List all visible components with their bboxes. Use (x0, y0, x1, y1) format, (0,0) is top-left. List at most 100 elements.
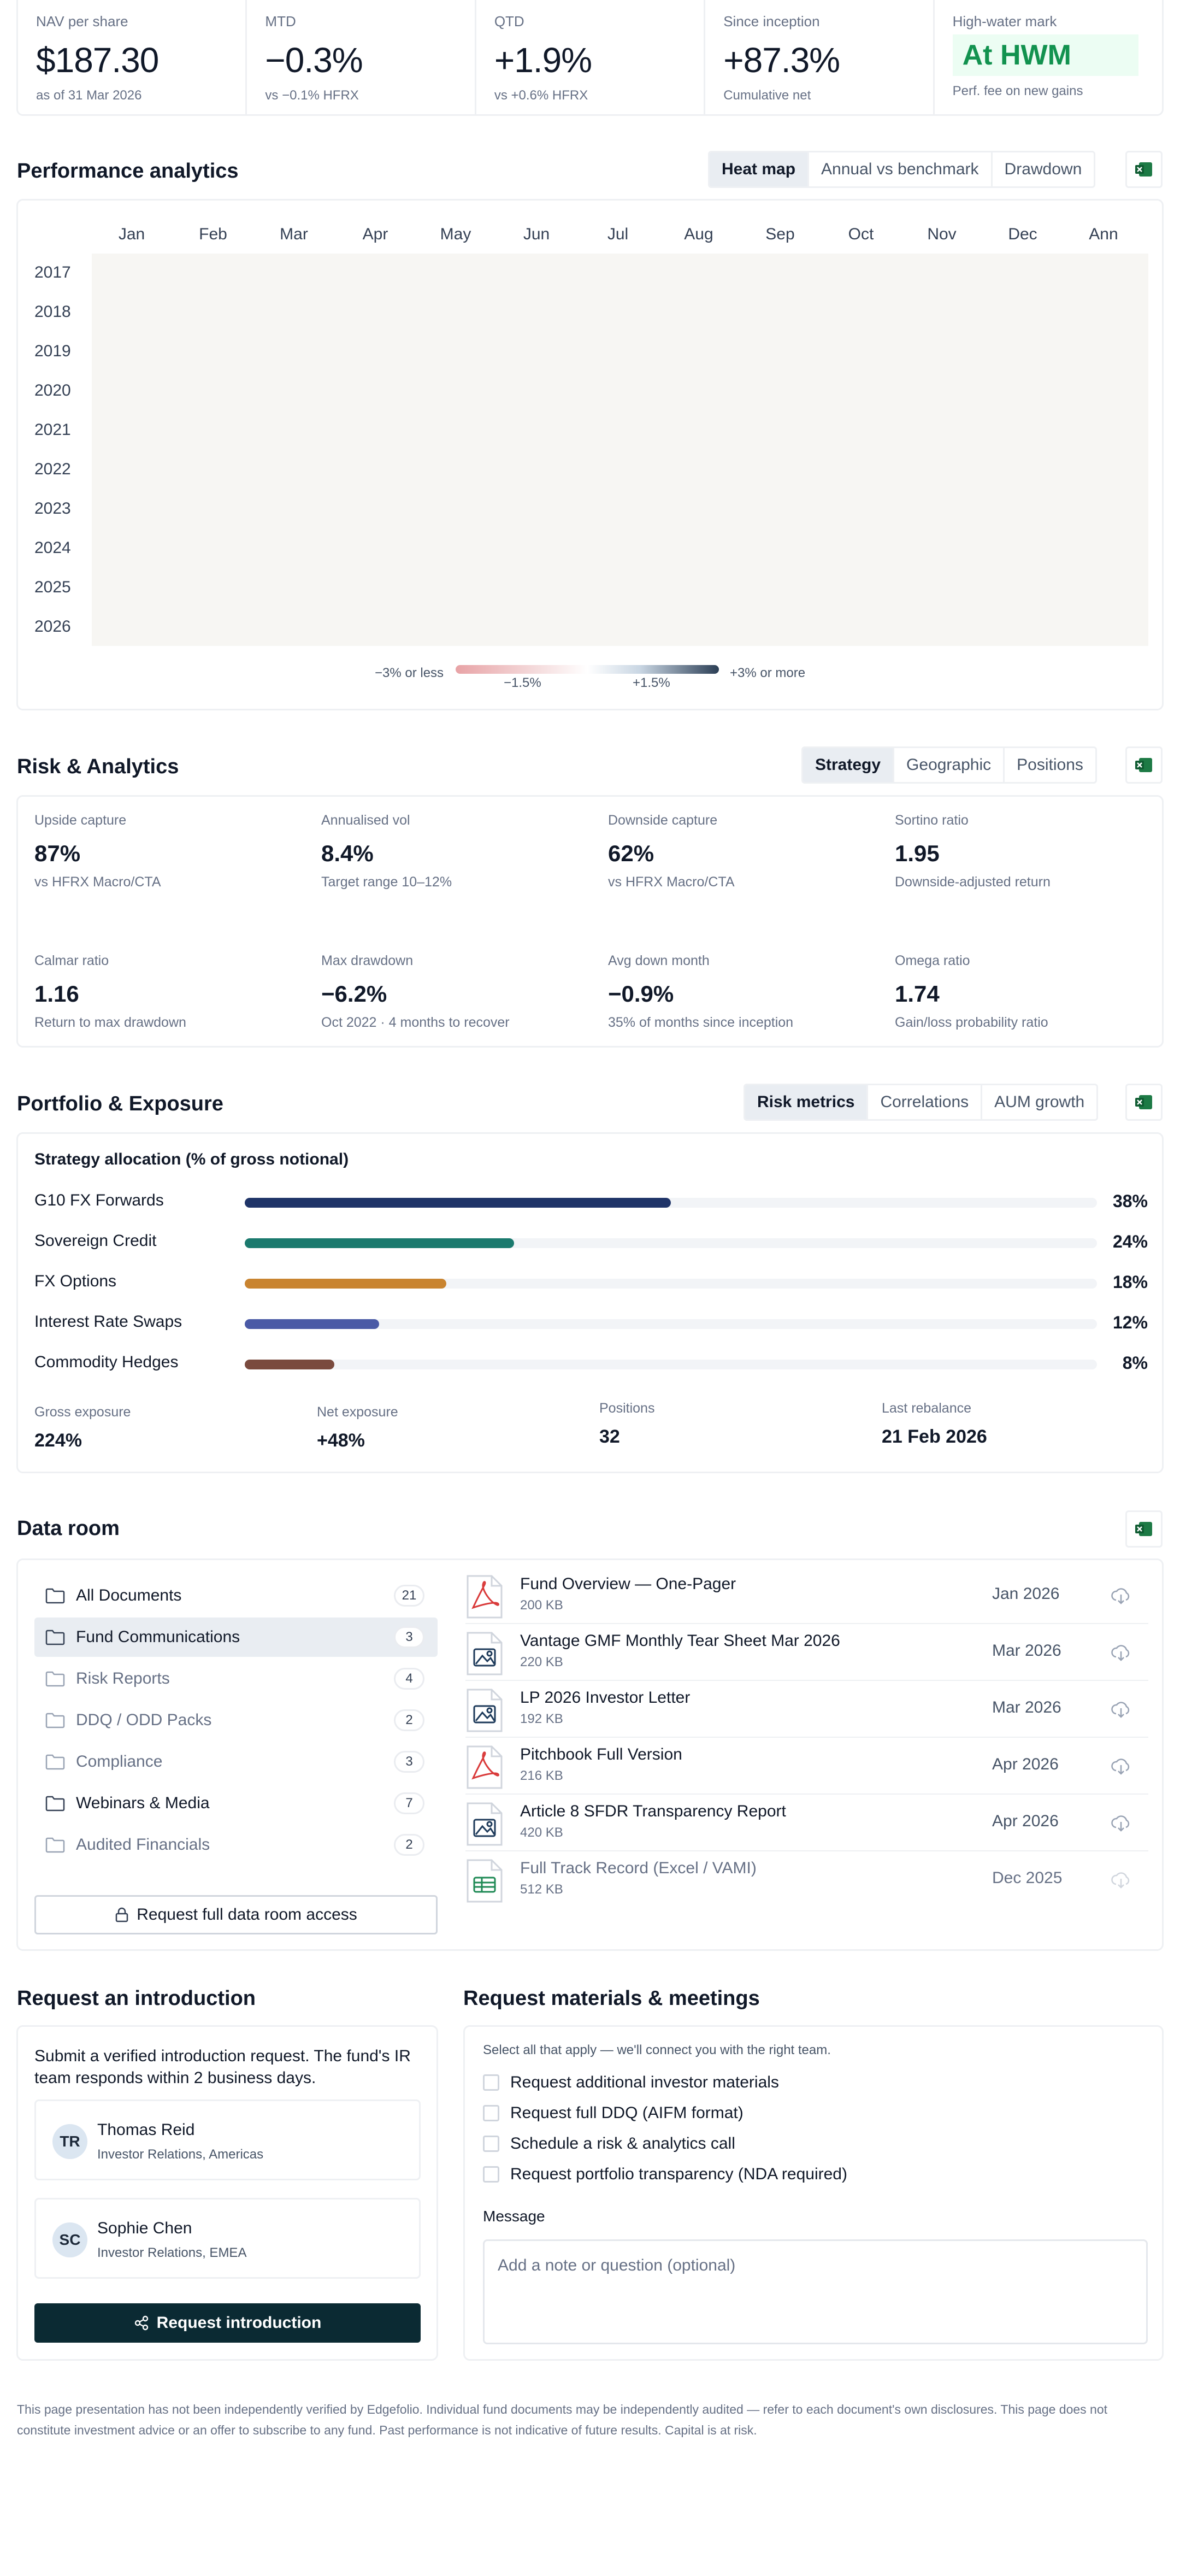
contact-role: Investor Relations, EMEA (97, 2245, 247, 2260)
document-name: Article 8 SFDR Transparency Report (520, 1802, 786, 1820)
checkbox[interactable] (483, 2074, 499, 2091)
document-size: 420 KB (520, 1825, 563, 1840)
folder-name: Audited Financials (76, 1836, 210, 1854)
tab-strategy[interactable]: Strategy (803, 748, 895, 782)
folder-item[interactable]: All Documents 21 (34, 1576, 438, 1615)
checkbox-investor-materials[interactable]: Request additional investor materials (483, 2073, 779, 2092)
cloud-download-icon[interactable] (1110, 1585, 1132, 1607)
checkbox-portfolio-transparency[interactable]: Request portfolio transparency (NDA requ… (483, 2165, 847, 2184)
cloud-download-icon[interactable] (1110, 1642, 1132, 1663)
kpi-sub: Perf. fee on new gains (952, 84, 1083, 98)
contact-card[interactable]: SC Sophie Chen Investor Relations, EMEA (34, 2198, 421, 2279)
metric-sub: Return to max drawdown (34, 1015, 186, 1030)
allocation-track (245, 1198, 1097, 1208)
tab-geographic[interactable]: Geographic (894, 748, 1005, 782)
folder-item[interactable]: DDQ / ODD Packs 2 (34, 1701, 438, 1740)
tab-drawdown[interactable]: Drawdown (1004, 160, 1082, 178)
folder-item[interactable]: Fund Communications 3 (34, 1618, 438, 1657)
cloud-download-icon[interactable] (1110, 1698, 1132, 1720)
net-exposure: Net exposure +48% (317, 1404, 398, 1451)
contact-name: Sophie Chen (97, 2219, 192, 2237)
document-row[interactable]: LP 2026 Investor Letter 192 KB Mar 2026 (465, 1681, 1148, 1738)
tab-heat-map[interactable]: Heat map (710, 152, 810, 186)
allocation-track (245, 1279, 1097, 1289)
document-size: 200 KB (520, 1598, 563, 1613)
tab-annual-vs-benchmark[interactable]: Annual vs benchmark (809, 152, 993, 186)
month-header: Apr (362, 225, 388, 243)
image-file-icon (467, 1689, 503, 1732)
checkbox-label: Request full DDQ (AIFM format) (510, 2104, 744, 2122)
excel-export-button[interactable] (1125, 1510, 1163, 1548)
month-header: Nov (927, 225, 957, 243)
year-label: 2022 (34, 460, 71, 478)
folder-icon (45, 1713, 65, 1728)
kpi-label: MTD (265, 13, 296, 30)
document-row[interactable]: Pitchbook Full Version 216 KB Apr 2026 (465, 1738, 1148, 1795)
contact-card[interactable]: TR Thomas Reid Investor Relations, Ameri… (34, 2099, 421, 2180)
checkbox-full-ddq[interactable]: Request full DDQ (AIFM format) (483, 2104, 744, 2122)
month-header: Mar (280, 225, 308, 243)
month-header: Feb (199, 225, 227, 243)
folder-name: Fund Communications (76, 1628, 240, 1646)
exposure-label: Gross exposure (34, 1404, 131, 1420)
checkbox[interactable] (483, 2105, 499, 2121)
excel-export-button[interactable] (1125, 746, 1163, 784)
tab-aum-growth[interactable]: AUM growth (994, 1093, 1085, 1111)
folder-item[interactable]: Audited Financials 2 (34, 1825, 438, 1865)
avatar: TR (52, 2124, 87, 2159)
checkbox[interactable] (483, 2136, 499, 2152)
metric-label: Calmar ratio (34, 953, 109, 968)
kpi-since-inception: Since inception +87.3% Cumulative net (705, 0, 935, 114)
document-size: 512 KB (520, 1882, 563, 1897)
checkbox-risk-call[interactable]: Schedule a risk & analytics call (483, 2134, 735, 2153)
document-row[interactable]: Vantage GMF Monthly Tear Sheet Mar 2026 2… (465, 1624, 1148, 1681)
exposure-value: +48% (317, 1430, 365, 1451)
metric-sortino-ratio: Sortino ratio 1.95 Downside-adjusted ret… (895, 813, 1157, 890)
month-header: Sep (765, 225, 795, 243)
folder-item[interactable]: Risk Reports 4 (34, 1659, 438, 1698)
document-row[interactable]: Article 8 SFDR Transparency Report 420 KB… (465, 1795, 1148, 1851)
cloud-download-icon[interactable] (1110, 1812, 1132, 1834)
tab-positions[interactable]: Positions (1017, 756, 1083, 774)
folder-count-badge: 2 (394, 1834, 424, 1856)
allocation-percent: 18% (1112, 1272, 1148, 1292)
document-date: Mar 2026 (992, 1642, 1061, 1660)
allocation-title: Strategy allocation (% of gross notional… (34, 1150, 349, 1168)
folder-count-badge: 7 (394, 1792, 424, 1814)
folder-name: All Documents (76, 1586, 182, 1604)
year-label: 2019 (34, 342, 71, 360)
year-label: 2021 (34, 421, 71, 439)
checkbox[interactable] (483, 2166, 499, 2183)
request-access-button[interactable]: Request full data room access (34, 1895, 438, 1934)
document-size: 216 KB (520, 1768, 563, 1783)
metric-sub: Target range 10–12% (321, 874, 452, 890)
month-header: Ann (1089, 225, 1118, 243)
folder-item[interactable]: Webinars & Media 7 (34, 1784, 438, 1823)
cloud-download-icon[interactable] (1110, 1869, 1132, 1891)
excel-export-button[interactable] (1125, 1084, 1163, 1121)
metric-label: Max drawdown (321, 953, 414, 968)
tab-risk-metrics[interactable]: Risk metrics (745, 1085, 869, 1119)
risk-card (16, 795, 1164, 1048)
metric-omega-ratio: Omega ratio 1.74 Gain/loss probability r… (895, 953, 1157, 1031)
document-date: Dec 2025 (992, 1869, 1063, 1887)
folder-item[interactable]: Compliance 3 (34, 1742, 438, 1781)
kpi-sub: vs +0.6% HFRX (494, 88, 588, 103)
request-introduction-button[interactable]: Request introduction (34, 2303, 421, 2343)
cloud-download-icon[interactable] (1110, 1755, 1132, 1777)
document-row[interactable]: Fund Overview — One-Pager 200 KB Jan 2026 (465, 1567, 1148, 1624)
excel-export-button[interactable] (1125, 151, 1163, 188)
materials-hint: Select all that apply — we'll connect yo… (483, 2043, 831, 2057)
metric-sub: vs HFRX Macro/CTA (34, 874, 161, 890)
pdf-icon (467, 1575, 503, 1619)
year-label: 2025 (34, 578, 71, 596)
tab-correlations[interactable]: Correlations (868, 1085, 983, 1119)
document-row[interactable]: Full Track Record (Excel / VAMI) 512 KB De… (465, 1851, 1148, 1908)
materials-title: Request materials & meetings (463, 1987, 760, 2010)
message-textarea[interactable]: Add a note or question (optional) (483, 2239, 1148, 2344)
image-file-icon (467, 1632, 503, 1675)
metric-label: Upside capture (34, 813, 127, 828)
metric-value: 62% (608, 840, 654, 866)
month-header: Oct (848, 225, 874, 243)
